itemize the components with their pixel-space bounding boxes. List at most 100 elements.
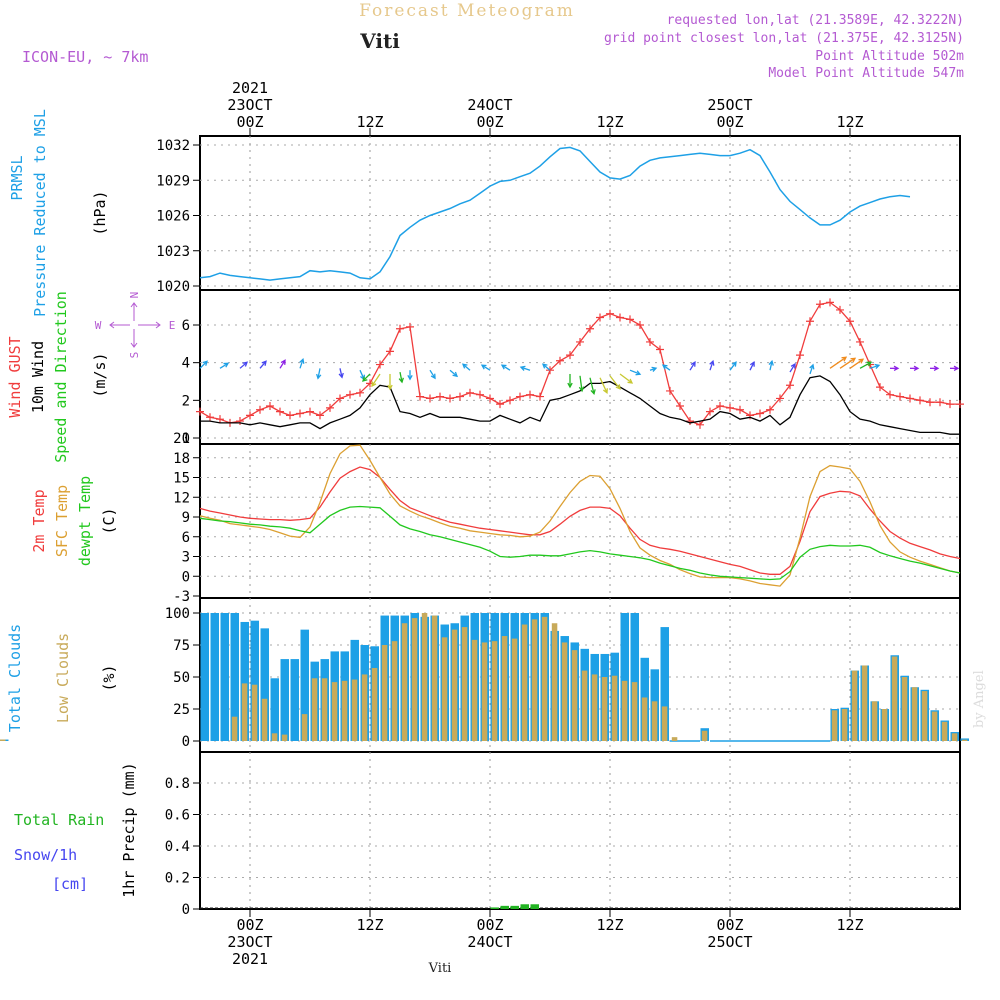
wind-arrow-head (661, 364, 668, 370)
low-cloud-bar (581, 670, 588, 741)
wind-arrow-shaft (829, 356, 847, 369)
wind-arrow-shaft (629, 369, 641, 375)
wind-arrow-shaft (729, 361, 737, 371)
gust-marker (216, 415, 224, 424)
gust-marker (486, 394, 494, 403)
y-tick-label: 3 (182, 550, 190, 566)
pressure-unit: (hPa) (91, 190, 109, 235)
wind-arrow-head (452, 371, 459, 378)
wind-arrow-head (316, 373, 322, 380)
wind-arrow-shaft (609, 375, 621, 390)
wind-direction-arrow (589, 377, 596, 396)
gust-marker (536, 392, 544, 401)
rain-bar (520, 904, 529, 909)
low-cloud-bar (831, 710, 838, 741)
top-time-label: 24OCT (467, 96, 512, 114)
wind-direction-arrow (407, 370, 413, 381)
y-tick-label: -3 (173, 589, 190, 605)
gust-marker (356, 388, 364, 397)
wind-arrow-head (627, 378, 634, 384)
low-cloud-bar (621, 680, 628, 741)
wind-arrow-head (280, 359, 286, 365)
low-cloud-bar (471, 639, 478, 741)
total-clouds-label: Total Clouds (6, 624, 24, 732)
gust-marker (316, 411, 324, 420)
wind-arrow-head (407, 374, 413, 381)
pressure-label: PRMSL (8, 155, 26, 200)
rain-bar (510, 905, 519, 909)
panel-labels: PRMSL Pressure Reduced to MSL (hPa) Wind GU… (6, 109, 175, 898)
total-cloud-bar (270, 678, 279, 741)
gust-marker (776, 394, 784, 403)
top-time-label: 12Z (356, 113, 383, 131)
wind-direction-arrow (500, 364, 511, 371)
gust-marker (716, 401, 724, 410)
wind-arrow-shaft (481, 364, 491, 371)
gust-marker (436, 392, 444, 401)
wind-direction-arrow (338, 368, 344, 379)
wind-arrow-shaft (809, 364, 814, 375)
y-tick-label: 0 (182, 569, 190, 585)
gust-marker (926, 398, 934, 407)
wind-direction-arrow (829, 356, 848, 369)
wind-arrow-head (635, 370, 642, 376)
wind-direction-arrow (629, 369, 642, 376)
bottom-time-label: 12Z (596, 916, 623, 934)
footer-location: Viti (428, 961, 452, 976)
wind-direction-arrow (449, 369, 459, 378)
bottom-time-label: 00Z (716, 916, 743, 934)
compass-south: S (128, 352, 141, 359)
wind-arrow-shaft (399, 371, 403, 383)
wind-direction-arrow (316, 368, 322, 380)
y-tick-label: 1020 (156, 279, 190, 295)
top-time-label: 12Z (836, 113, 863, 131)
temp-unit: (C) (100, 507, 118, 534)
compass-west: W (95, 319, 102, 332)
low-cloud-bar (551, 623, 558, 741)
bottom-time-label: 12Z (356, 916, 383, 934)
wind-direction-arrow (849, 358, 865, 369)
gust-marker (816, 300, 824, 309)
wind-direction-arrow (387, 373, 393, 391)
gust-marker (856, 337, 864, 346)
y-tick-label: 6 (182, 530, 190, 546)
gust-marker (266, 401, 274, 410)
wind-arrow-head (461, 363, 468, 369)
total-cloud-bar (660, 627, 669, 741)
low-cloud-bar (541, 616, 548, 741)
point-altitude: Point Altitude 502m (815, 49, 964, 64)
low-cloud-bar (351, 679, 358, 741)
compass-north: N (128, 292, 141, 299)
gust-marker (336, 394, 344, 403)
low-cloud-bar (671, 737, 678, 741)
gust-marker (206, 413, 214, 422)
compass-lines (110, 303, 160, 347)
gust-marker (786, 381, 794, 390)
requested-coords: requested lon,lat (21.3589E, 42.3222N) (667, 13, 964, 28)
pressure-line (199, 146, 911, 281)
wind-direction-arrow (749, 360, 755, 371)
wind-arrow-shaft (219, 362, 229, 369)
tsfc-line (199, 444, 961, 587)
wind-arrow-shaft (709, 360, 714, 371)
wind-arrow-shaft (589, 377, 595, 394)
low-cloud-bar (0, 739, 6, 741)
bottom-time-label: 2021 (232, 950, 268, 968)
gust-marker (296, 409, 304, 418)
gust-marker (456, 392, 464, 401)
pressure-label: Pressure Reduced to MSL (31, 109, 49, 317)
low-cloud-bar (961, 739, 968, 741)
low-cloud-bar (881, 709, 888, 741)
wind-arrow-head (731, 361, 737, 367)
total-cloud-bar (210, 613, 219, 741)
y-tick-label: 0.2 (165, 871, 190, 887)
bottom-time-label: 12Z (836, 916, 863, 934)
wind-arrow-head (858, 358, 865, 364)
low-clouds-label: Low Clouds (54, 633, 72, 723)
gust-marker (196, 407, 204, 416)
gust-marker (566, 351, 574, 360)
wind-direction-arrow (429, 369, 436, 380)
gust-marker (736, 405, 744, 414)
wind-arrow-head (709, 359, 715, 366)
wind-direction-arrow (890, 365, 900, 372)
